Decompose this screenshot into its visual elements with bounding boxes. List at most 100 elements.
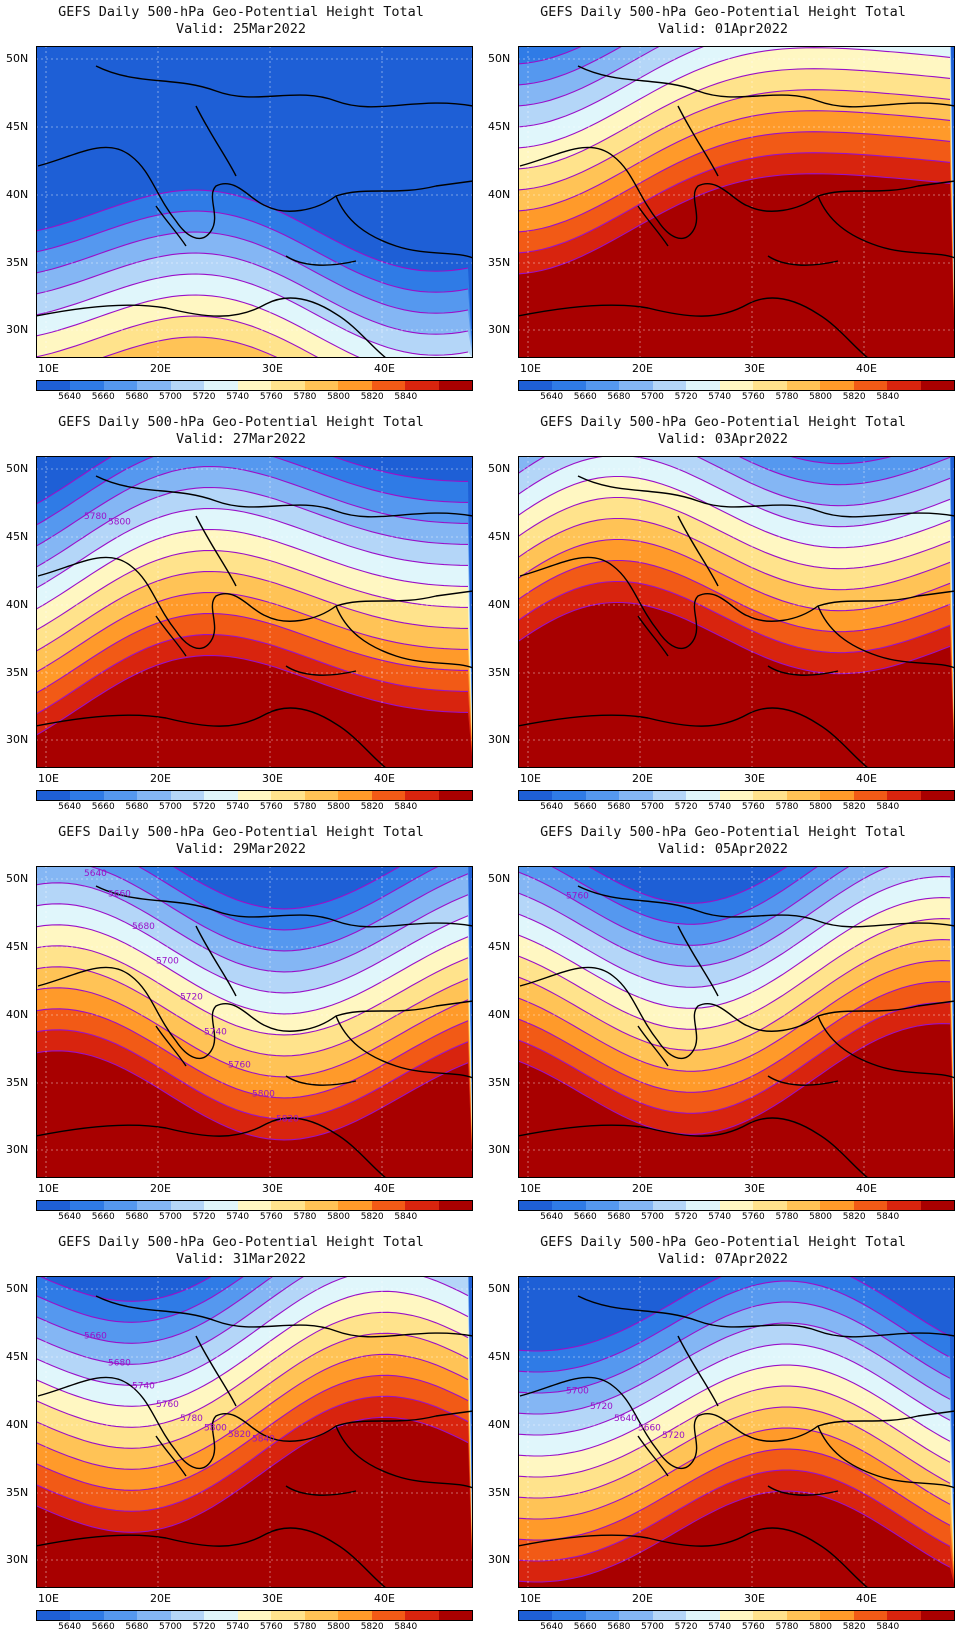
colorbar-swatch bbox=[853, 1611, 888, 1620]
colorbar-swatch bbox=[920, 1201, 955, 1210]
colorbar-swatch bbox=[338, 1201, 372, 1210]
isoline bbox=[518, 939, 951, 1051]
coastline bbox=[155, 205, 187, 247]
colorbar-label: 5740 bbox=[226, 1212, 250, 1222]
contour-label: 5660 bbox=[638, 1424, 661, 1434]
coastline bbox=[817, 195, 955, 259]
isoline bbox=[518, 1343, 951, 1436]
height-field-map bbox=[518, 46, 955, 358]
colorbar-label: 5700 bbox=[159, 802, 182, 812]
coastline bbox=[36, 1527, 387, 1588]
isoline bbox=[518, 475, 951, 549]
panel-valid-date: Valid: 27Mar2022 bbox=[175, 431, 307, 447]
isoline bbox=[36, 903, 469, 994]
colorbar-swatch bbox=[719, 1611, 754, 1620]
colorbar-swatch bbox=[786, 381, 821, 390]
colorbar bbox=[36, 1200, 473, 1211]
colorbar-label: 5820 bbox=[842, 392, 866, 402]
coastline bbox=[677, 925, 719, 997]
isoline bbox=[518, 1427, 951, 1520]
field-band bbox=[36, 655, 473, 768]
contour-label: 5780 bbox=[180, 1414, 203, 1424]
coastline bbox=[637, 205, 669, 247]
isoline bbox=[518, 1385, 951, 1478]
contour-label: 5720 bbox=[662, 1431, 685, 1441]
colorbar bbox=[36, 1610, 473, 1621]
colorbar-swatch bbox=[552, 1201, 586, 1210]
colorbar-swatch bbox=[552, 791, 586, 800]
lon-label: 10E bbox=[38, 1182, 59, 1195]
coastline bbox=[637, 1025, 669, 1067]
lat-label: 50N bbox=[488, 1282, 511, 1295]
isoline bbox=[518, 46, 707, 128]
isoline bbox=[518, 981, 951, 1093]
colorbar-swatch bbox=[438, 1201, 473, 1210]
colorbar-label: 5780 bbox=[775, 1622, 799, 1632]
panel-title: GEFS Daily 500-hPa Geo-Potential Height … bbox=[540, 824, 906, 840]
colorbar-label: 5720 bbox=[674, 392, 698, 402]
coastline bbox=[36, 297, 387, 358]
colorbar-label: 5680 bbox=[607, 1622, 631, 1632]
lat-label: 40N bbox=[488, 598, 511, 611]
isoline bbox=[36, 210, 469, 293]
map-panel: GEFS Daily 500-hPa Geo-Potential Height … bbox=[0, 0, 482, 410]
colorbar-swatch bbox=[103, 791, 138, 800]
lon-label: 20E bbox=[150, 1592, 171, 1605]
colorbar-label: 5680 bbox=[607, 802, 631, 812]
isoline bbox=[518, 46, 624, 86]
panel-valid-date: Valid: 05Apr2022 bbox=[657, 841, 789, 857]
colorbar-label: 5800 bbox=[809, 802, 832, 812]
colorbar-swatch bbox=[304, 1611, 339, 1620]
colorbar-swatch bbox=[686, 1201, 720, 1210]
coastline bbox=[335, 1015, 473, 1079]
colorbar-label: 5660 bbox=[91, 1622, 115, 1632]
isoline bbox=[86, 866, 469, 952]
colorbar-label: 5640 bbox=[540, 1622, 564, 1632]
colorbar-swatch bbox=[686, 381, 720, 390]
colorbar bbox=[36, 790, 473, 801]
coastline bbox=[577, 1295, 955, 1338]
lat-label: 35N bbox=[488, 1076, 511, 1089]
isoline bbox=[518, 496, 951, 570]
colorbar-label: 5820 bbox=[360, 1622, 384, 1632]
colorbar-label: 5840 bbox=[394, 802, 418, 812]
colorbar-label: 5820 bbox=[360, 802, 384, 812]
contour-label: 5680 bbox=[108, 1358, 131, 1368]
colorbar-swatch bbox=[619, 1201, 653, 1210]
colorbar-swatch bbox=[519, 1201, 553, 1210]
colorbar-label: 5660 bbox=[573, 392, 597, 402]
lat-label: 35N bbox=[6, 666, 29, 679]
coastline bbox=[95, 475, 473, 518]
panel-valid-date: Valid: 31Mar2022 bbox=[175, 1251, 307, 1267]
colorbar-swatch bbox=[585, 1201, 620, 1210]
colorbar-swatch bbox=[37, 1201, 71, 1210]
colorbar-swatch bbox=[519, 381, 553, 390]
isoline bbox=[36, 231, 469, 314]
colorbar-swatch bbox=[70, 1201, 104, 1210]
panel-valid-date: Valid: 03Apr2022 bbox=[657, 431, 789, 447]
colorbar-label: 5800 bbox=[809, 392, 832, 402]
coastline bbox=[155, 1025, 187, 1067]
map-frame bbox=[36, 1276, 473, 1588]
isoline bbox=[586, 866, 789, 904]
contour-label: 5760 bbox=[566, 891, 589, 901]
isoline bbox=[37, 1276, 214, 1302]
contour-label: 5680 bbox=[132, 922, 155, 932]
colorbar-swatch bbox=[338, 381, 372, 390]
panel-title: GEFS Daily 500-hPa Geo-Potential Height … bbox=[540, 1234, 906, 1250]
map-frame bbox=[518, 46, 955, 358]
isoline bbox=[36, 1276, 275, 1344]
isoline bbox=[36, 456, 469, 526]
coastline bbox=[195, 515, 237, 587]
colorbar-label: 5760 bbox=[259, 1622, 283, 1632]
coastline bbox=[95, 1295, 473, 1338]
isoline bbox=[518, 960, 951, 1072]
colorbar-label: 5700 bbox=[641, 1212, 664, 1222]
colorbar-label: 5760 bbox=[259, 802, 283, 812]
panel-title: GEFS Daily 500-hPa Geo-Potential Height … bbox=[58, 414, 424, 430]
isoline bbox=[518, 538, 951, 612]
colorbar-label: 5840 bbox=[876, 1212, 900, 1222]
colorbar-swatch bbox=[103, 381, 138, 390]
isoline bbox=[36, 1416, 469, 1533]
colorbar-label: 5800 bbox=[327, 1622, 350, 1632]
